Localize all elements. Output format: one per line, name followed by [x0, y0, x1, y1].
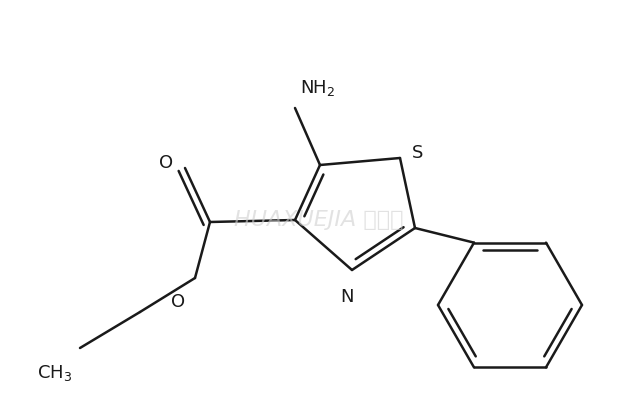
Text: S: S — [412, 144, 424, 162]
Text: O: O — [171, 293, 185, 311]
Text: N: N — [340, 288, 353, 306]
Text: NH$_2$: NH$_2$ — [300, 78, 336, 98]
Text: CH$_3$: CH$_3$ — [37, 363, 72, 383]
Text: O: O — [159, 154, 173, 172]
Text: HUAXUEJIA 化学加: HUAXUEJIA 化学加 — [234, 210, 404, 230]
